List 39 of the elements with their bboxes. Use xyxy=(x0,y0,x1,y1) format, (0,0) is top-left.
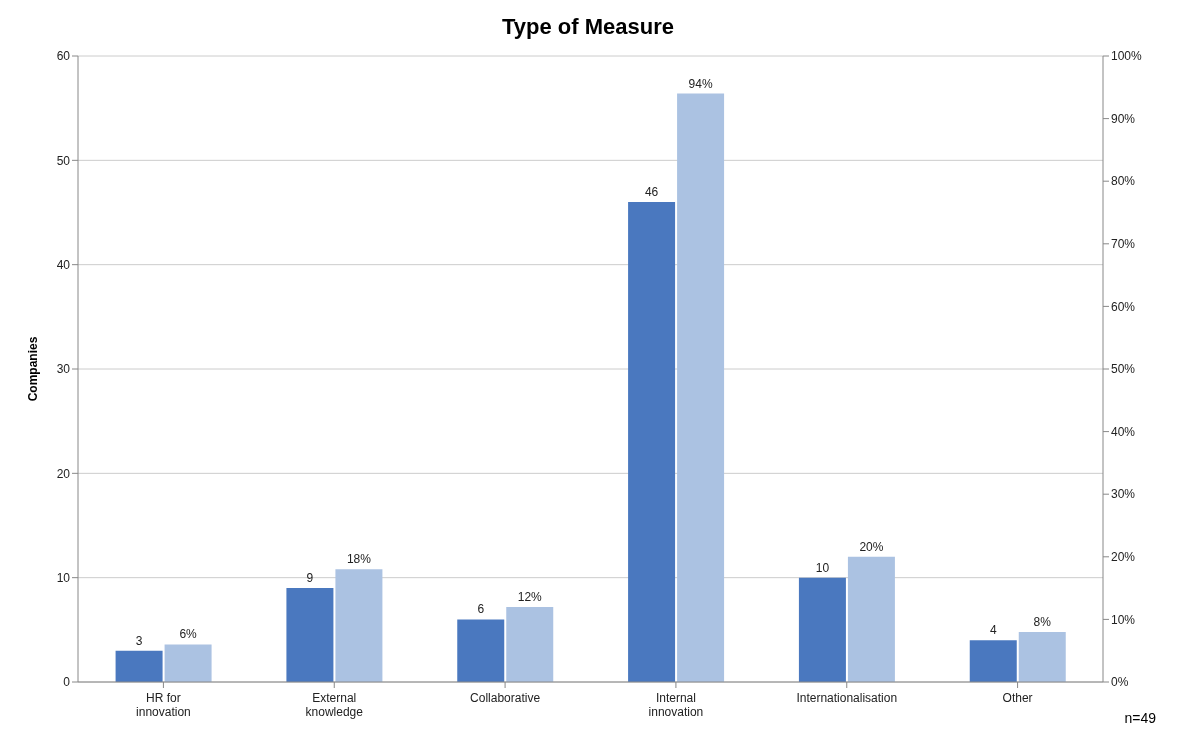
data-label: 10 xyxy=(815,560,830,575)
y2-tick-label: 40% xyxy=(1111,424,1136,439)
x-tick-label: Collaborative xyxy=(470,691,541,705)
y2-tick-label: 0% xyxy=(1111,675,1129,690)
data-label: 9 xyxy=(306,571,314,586)
data-label: 12% xyxy=(517,589,543,604)
data-label: 3 xyxy=(135,633,143,648)
data-label: 20% xyxy=(859,539,884,554)
x-tick-label: Internationalisation xyxy=(796,691,898,705)
y-tick-label: 50 xyxy=(56,153,71,168)
y-tick-label: 60 xyxy=(56,49,71,64)
x-tick-label: Internal innovation xyxy=(648,691,704,719)
x-tick-label: External knowledge xyxy=(305,691,364,719)
y2-tick-label: 10% xyxy=(1111,612,1136,627)
y2-tick-label: 90% xyxy=(1111,111,1136,126)
y-tick-label: 40 xyxy=(56,257,71,272)
chart-title: Type of Measure xyxy=(501,13,675,41)
y2-tick-label: 60% xyxy=(1111,299,1136,314)
x-tick-label: Other xyxy=(1002,691,1033,705)
y-tick-label: 20 xyxy=(56,466,71,481)
data-label: 46 xyxy=(644,185,659,200)
text: n=49 xyxy=(1124,710,1156,726)
data-label: 4 xyxy=(989,623,997,638)
x-tick-label: HR for innovation xyxy=(136,691,191,719)
y2-tick-label: 80% xyxy=(1111,174,1136,189)
y2-tick-label: 30% xyxy=(1111,487,1136,502)
y-tick-label: 30 xyxy=(56,362,71,377)
y2-tick-label: 50% xyxy=(1111,362,1136,377)
y-axis-title: Companies xyxy=(26,336,41,402)
data-label: 18% xyxy=(346,552,372,567)
y2-tick-label: 70% xyxy=(1111,237,1136,252)
y-tick-label: 0 xyxy=(63,675,71,690)
y2-tick-label: 100% xyxy=(1111,49,1143,64)
data-label: 8% xyxy=(1033,614,1052,629)
y2-tick-label: 20% xyxy=(1111,550,1136,565)
data-label: 94% xyxy=(688,76,713,91)
data-label: 6 xyxy=(477,602,485,617)
data-label: 6% xyxy=(179,627,198,642)
y-tick-label: 10 xyxy=(56,570,71,585)
